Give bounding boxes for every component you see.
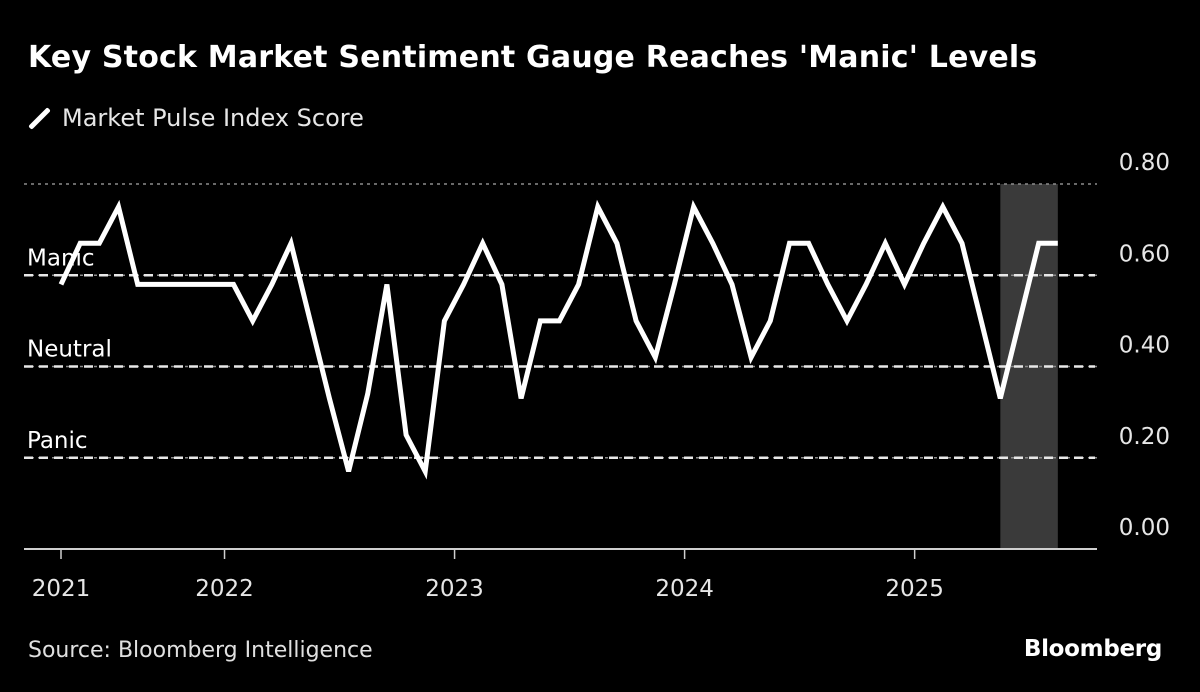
y-tick-label: 0.60 [1119,241,1170,267]
reference-label-neutral: Neutral [27,337,112,363]
legend-label: Market Pulse Index Score [62,104,364,132]
bloomberg-logo: Bloomberg [1023,636,1162,662]
series-line [58,199,1058,480]
y-tick-label: 0.40 [1119,333,1170,359]
y-tick-label: 0.80 [1119,150,1170,176]
reference-label-manic: Manic [27,245,95,271]
reference-label-panic: Panic [27,428,88,454]
y-tick-label: 0.20 [1119,424,1170,450]
chart-title: Key Stock Market Sentiment Gauge Reaches… [28,40,1038,75]
x-tick-label: 2025 [885,576,944,602]
x-tick-label: 2023 [425,576,484,602]
legend: Market Pulse Index Score [28,104,364,132]
source-note: Source: Bloomberg Intelligence [28,638,373,663]
x-tick-label: 2024 [655,576,714,602]
x-tick-label: 2021 [32,576,91,602]
y-tick-label: 0.00 [1119,515,1170,541]
x-tick-label: 2022 [195,576,254,602]
